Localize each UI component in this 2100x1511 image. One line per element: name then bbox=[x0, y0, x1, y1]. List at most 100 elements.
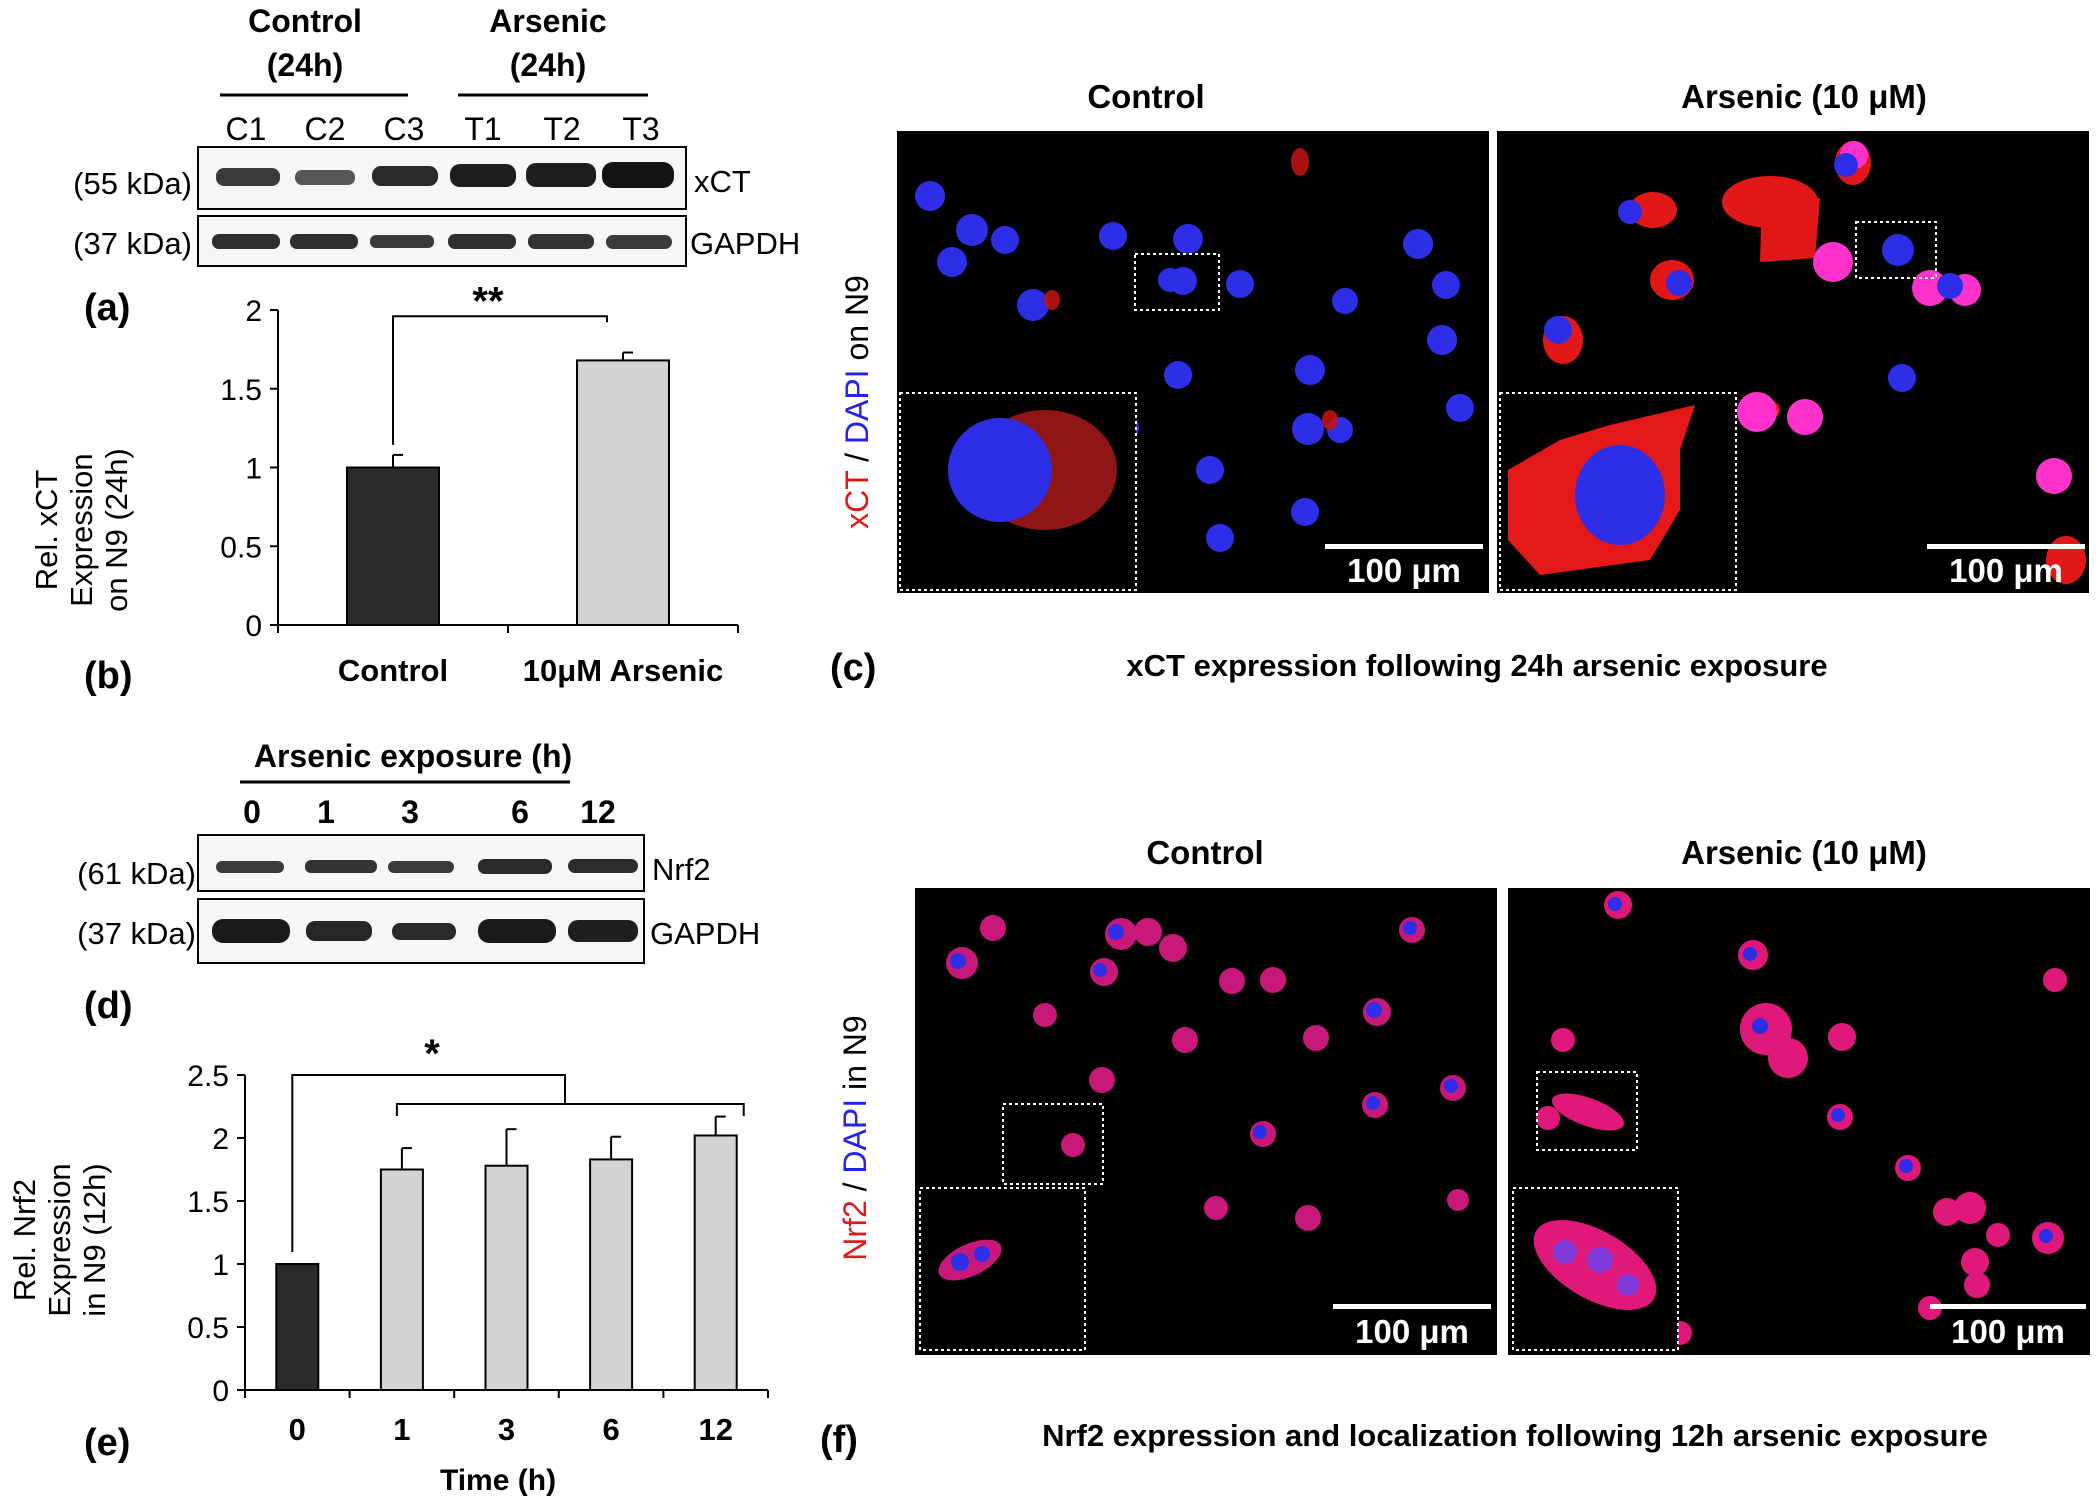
x-tick-label: 1 bbox=[393, 1412, 410, 1447]
cell-nucleus bbox=[1295, 355, 1325, 385]
y-tick-label: 1.5 bbox=[220, 374, 262, 407]
cell-merged bbox=[1260, 967, 1286, 993]
blot-band bbox=[306, 921, 372, 941]
panel-label-a: (a) bbox=[84, 287, 130, 329]
cell-merged bbox=[1033, 1003, 1057, 1027]
protein-label: GAPDH bbox=[690, 226, 800, 261]
blot-band bbox=[370, 235, 434, 248]
cell-nucleus bbox=[937, 247, 967, 277]
panel-label-b: (b) bbox=[84, 655, 133, 697]
blot-band bbox=[212, 234, 280, 249]
panel-label-c: (c) bbox=[830, 647, 876, 689]
cell-stain bbox=[1629, 192, 1677, 228]
cell-nucleus bbox=[1173, 224, 1203, 254]
kda-label: (37 kDa) bbox=[73, 226, 192, 261]
stain-legend: xCT / DAPI on N9 bbox=[839, 275, 875, 529]
cell-nucleus bbox=[1017, 289, 1049, 321]
cell-nucleus bbox=[1164, 361, 1192, 389]
cell-nucleus bbox=[1743, 947, 1757, 961]
cell-merged bbox=[1737, 392, 1777, 432]
micrograph-xct-control: 100 μm bbox=[897, 131, 1489, 593]
zoom-region-box bbox=[1536, 1071, 1638, 1151]
column-title-arsenic: Arsenic (10 μM) bbox=[1681, 78, 1927, 115]
blot-band bbox=[372, 166, 438, 186]
scale-bar-label: 100 μm bbox=[1347, 552, 1461, 589]
cell-nucleus bbox=[2039, 1229, 2053, 1243]
cell-merged bbox=[980, 915, 1006, 941]
protein-label: GAPDH bbox=[650, 916, 760, 951]
y-axis-label: Rel. Nrf2 bbox=[7, 1179, 42, 1301]
panel-f-micrographs: Control Arsenic (10 μM) Nrf2 / DAPI in N… bbox=[820, 834, 2090, 1461]
cell-merged bbox=[1954, 1192, 1986, 1224]
cell-merged bbox=[1787, 399, 1823, 435]
cell-merged bbox=[1295, 1205, 1321, 1231]
scale-bar-label: 100 μm bbox=[1951, 1313, 2065, 1350]
cell-nucleus bbox=[1093, 963, 1107, 977]
panel-d-western-blot: Arsenic exposure (h) 0 1 3 6 12 (61 kDa)… bbox=[77, 738, 760, 1027]
lane-label: 1 bbox=[317, 794, 335, 830]
x-axis-label: Time (h) bbox=[440, 1464, 556, 1497]
panel-f-caption: Nrf2 expression and localization followi… bbox=[1042, 1418, 1988, 1453]
cell-nucleus bbox=[1108, 924, 1124, 940]
y-axis-label: in N9 (12h) bbox=[77, 1163, 112, 1316]
significance-bracket bbox=[291, 1074, 566, 1252]
cell-nucleus bbox=[1292, 413, 1324, 445]
cell-merged bbox=[1172, 1027, 1198, 1053]
zoom-region-box bbox=[1134, 253, 1220, 311]
cell-nucleus bbox=[1158, 268, 1182, 292]
column-title-control: Control bbox=[1146, 834, 1263, 871]
inset-cell-nucleus bbox=[951, 1253, 969, 1271]
scale-bar bbox=[1325, 544, 1483, 549]
cell-merged bbox=[1204, 1196, 1228, 1220]
cell-nucleus bbox=[915, 181, 945, 211]
lane-label: 12 bbox=[580, 794, 616, 830]
lane-label: T3 bbox=[622, 111, 659, 147]
x-tick-label: Control bbox=[338, 653, 448, 688]
cell-nucleus bbox=[1618, 200, 1642, 224]
cell-merged bbox=[1134, 918, 1162, 946]
blot-band bbox=[216, 168, 280, 186]
cell-nucleus bbox=[1831, 1108, 1845, 1122]
blot-band bbox=[448, 234, 516, 249]
cell-merged bbox=[2036, 458, 2072, 494]
lane-label: C1 bbox=[226, 111, 267, 147]
y-axis-label: Expression bbox=[64, 453, 99, 606]
y-tick-label: 0 bbox=[212, 1375, 229, 1408]
cell-stain bbox=[1044, 290, 1060, 310]
blot-band bbox=[388, 861, 454, 873]
group-time-arsenic: (24h) bbox=[510, 47, 586, 83]
cell-merged bbox=[1447, 1189, 1469, 1211]
cell-nucleus bbox=[956, 214, 988, 246]
scale-bar bbox=[1930, 1304, 2086, 1309]
inset-cell-nucleus bbox=[1575, 445, 1665, 545]
panel-label-f: (f) bbox=[820, 1419, 858, 1461]
group-label-control: Control bbox=[248, 3, 362, 39]
blot-band bbox=[568, 859, 638, 873]
x-tick-label: 0 bbox=[289, 1412, 306, 1447]
cell-nucleus bbox=[1226, 270, 1254, 298]
panel-c-micrographs: Control Arsenic (10 μM) xCT / DAPI on N9 bbox=[830, 78, 2089, 689]
cell-merged bbox=[1219, 968, 1245, 994]
zoom-region-box bbox=[1855, 221, 1937, 279]
cell-merged bbox=[1986, 1223, 2010, 1247]
cell-nucleus bbox=[1291, 498, 1319, 526]
cell-merged bbox=[1551, 1028, 1575, 1052]
cell-nucleus bbox=[1403, 921, 1417, 935]
lane-label: T2 bbox=[543, 111, 580, 147]
x-tick-label: 3 bbox=[498, 1412, 515, 1447]
cell-merged bbox=[1303, 1025, 1329, 1051]
kda-label: (55 kDa) bbox=[73, 166, 192, 201]
cell-nucleus bbox=[1366, 1002, 1382, 1018]
bar bbox=[589, 1158, 634, 1392]
scale-bar-label: 100 μm bbox=[1949, 552, 2063, 589]
cell-nucleus bbox=[1253, 1125, 1267, 1139]
x-tick-label: 6 bbox=[602, 1412, 619, 1447]
significance-marker: * bbox=[424, 1032, 440, 1076]
blot-band bbox=[602, 162, 674, 188]
blot-band bbox=[526, 163, 596, 187]
group-time-control: (24h) bbox=[267, 47, 343, 83]
scale-bar bbox=[1927, 544, 2085, 549]
kda-label: (37 kDa) bbox=[77, 916, 196, 951]
y-tick-label: 0.5 bbox=[220, 531, 262, 564]
